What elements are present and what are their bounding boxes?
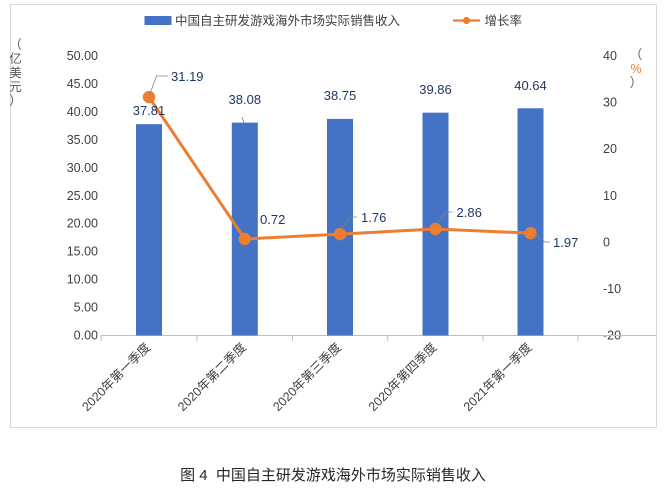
svg-text:20.00: 20.00 xyxy=(67,217,98,231)
svg-text:35.00: 35.00 xyxy=(67,133,98,147)
svg-text:中国自主研发游戏海外市场实际销售收入: 中国自主研发游戏海外市场实际销售收入 xyxy=(175,13,401,28)
svg-text:31.19: 31.19 xyxy=(171,69,204,84)
svg-text:40.00: 40.00 xyxy=(67,105,98,119)
svg-text:2021年第一季度: 2021年第一季度 xyxy=(460,339,535,414)
svg-text:37.81: 37.81 xyxy=(133,103,166,118)
svg-text:1.76: 1.76 xyxy=(361,210,386,225)
svg-text:（: （ xyxy=(630,48,643,62)
svg-text:30: 30 xyxy=(603,96,617,110)
svg-text:0.72: 0.72 xyxy=(260,212,285,227)
svg-text:（: （ xyxy=(9,38,22,52)
svg-text:亿: 亿 xyxy=(9,51,22,66)
svg-text:40: 40 xyxy=(603,49,617,63)
svg-text:38.75: 38.75 xyxy=(324,88,357,103)
svg-text:45.00: 45.00 xyxy=(67,77,98,91)
svg-text:%: % xyxy=(630,62,641,76)
svg-text:40.64: 40.64 xyxy=(514,78,547,93)
svg-text:增长率: 增长率 xyxy=(485,13,523,28)
svg-text:1.97: 1.97 xyxy=(553,235,578,250)
svg-text:美: 美 xyxy=(9,66,22,80)
svg-text:5.00: 5.00 xyxy=(74,301,98,315)
svg-text:）: ） xyxy=(630,76,643,90)
svg-text:38.08: 38.08 xyxy=(229,92,262,107)
svg-text:20: 20 xyxy=(603,142,617,156)
svg-text:10.00: 10.00 xyxy=(67,273,98,287)
svg-text:2020年第三季度: 2020年第三季度 xyxy=(270,339,345,414)
svg-text:元: 元 xyxy=(9,80,22,94)
svg-text:-10: -10 xyxy=(603,282,621,296)
svg-text:10: 10 xyxy=(603,189,617,203)
svg-text:15.00: 15.00 xyxy=(67,245,98,259)
svg-text:25.00: 25.00 xyxy=(67,189,98,203)
svg-text:2020年第二季度: 2020年第二季度 xyxy=(174,339,249,414)
svg-text:0.00: 0.00 xyxy=(74,329,98,343)
svg-text:）: ） xyxy=(9,94,22,108)
svg-text:2020年第一季度: 2020年第一季度 xyxy=(79,339,154,414)
svg-text:2020年第四季度: 2020年第四季度 xyxy=(365,339,440,414)
svg-text:50.00: 50.00 xyxy=(67,49,98,63)
svg-text:30.00: 30.00 xyxy=(67,161,98,175)
svg-text:0: 0 xyxy=(603,235,610,249)
svg-text:39.86: 39.86 xyxy=(419,82,452,97)
svg-text:2.86: 2.86 xyxy=(457,205,482,220)
